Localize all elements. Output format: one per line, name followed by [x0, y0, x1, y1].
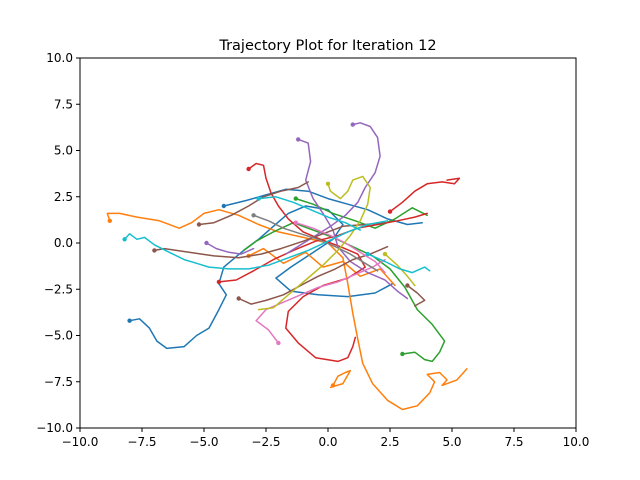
trajectory-series-group: [106, 122, 468, 411]
trajectory-start-point-22: [382, 251, 388, 257]
trajectory-start-point-25: [256, 196, 261, 201]
trajectory-start-point-23: [122, 237, 127, 242]
trajectory-start-point-14: [152, 248, 157, 253]
y-tick-label: 0.0: [54, 236, 73, 250]
trajectory-start-point-21: [325, 181, 331, 186]
trajectory-line-6: [242, 221, 446, 363]
trajectory-start-point-15: [196, 222, 202, 227]
trajectory-start-point-4: [330, 383, 336, 388]
trajectory-start-point-16: [236, 296, 241, 301]
trajectory-line-8: [247, 162, 366, 363]
trajectory-start-point-10: [216, 279, 222, 285]
trajectory-line-24: [366, 253, 431, 274]
x-tick-label: 2.5: [380, 435, 399, 449]
x-tick-label: 5.0: [442, 435, 461, 449]
trajectory-start-point-6: [400, 351, 405, 357]
trajectory-start-point-20: [251, 213, 256, 218]
trajectory-line-19: [295, 221, 386, 274]
trajectory-start-point-12: [350, 122, 355, 127]
trajectory-line-20: [252, 214, 379, 272]
trajectory-line-18: [255, 258, 386, 344]
y-axis: 10.0 7.5 5.0 2.5 0.0 −2.5 −5.0 −7.5 −10.0: [36, 51, 80, 435]
x-tick-label: 0.0: [318, 435, 337, 449]
x-axis: −10.0 −7.5 −5.0 −2.5 0.0 2.5 5.0 7.5 10.0: [62, 428, 590, 449]
trajectory-line-23: [123, 220, 389, 270]
trajectory-start-point-7: [293, 196, 298, 201]
chart-title: Trajectory Plot for Iteration 12: [218, 38, 436, 54]
trajectory-start-point-1: [127, 318, 132, 323]
x-tick-label: −7.5: [127, 435, 156, 449]
trajectory-start-point-3: [107, 218, 113, 223]
x-tick-label: 7.5: [504, 435, 523, 449]
trajectory-line-9: [389, 177, 461, 213]
x-tick-label: −2.5: [251, 435, 280, 449]
trajectory-start-point-24: [365, 251, 370, 257]
trajectory-line-3: [106, 208, 468, 411]
trajectory-start-point-18: [276, 340, 281, 346]
x-tick-label: −10.0: [62, 435, 99, 449]
y-tick-label: 5.0: [54, 144, 73, 158]
trajectory-line-10: [218, 212, 428, 283]
trajectory-line-14: [153, 221, 386, 259]
trajectory-start-point-13: [204, 240, 209, 246]
trajectory-line-16: [237, 245, 389, 305]
x-tick-label: 10.0: [563, 435, 590, 449]
trajectory-line-5: [247, 247, 396, 287]
trajectory-start-point-9: [387, 209, 393, 214]
trajectory-line-22: [384, 253, 416, 287]
trajectory-start-point-8: [246, 166, 251, 172]
x-tick-label: −5.0: [189, 435, 218, 449]
trajectory-line-17: [406, 284, 426, 307]
y-tick-label: −10.0: [36, 421, 73, 435]
y-tick-label: 10.0: [46, 51, 73, 65]
y-tick-label: −2.5: [44, 282, 73, 296]
trajectory-line-15: [198, 181, 309, 226]
trajectory-line-1: [128, 205, 394, 350]
trajectory-start-point-17: [405, 283, 410, 288]
trajectory-line-21: [257, 175, 371, 311]
trajectory-start-point-11: [296, 137, 301, 142]
y-tick-label: 7.5: [54, 97, 73, 111]
y-tick-label: 2.5: [54, 190, 73, 204]
trajectory-line-25: [257, 196, 361, 231]
trajectory-start-point-19: [293, 220, 298, 225]
trajectory-line-12: [285, 122, 381, 255]
trajectory-line-4: [329, 369, 352, 389]
trajectory-line-13: [205, 242, 255, 255]
y-tick-label: −7.5: [44, 375, 73, 389]
trajectory-start-point-2: [221, 203, 226, 209]
y-tick-label: −5.0: [44, 329, 73, 343]
